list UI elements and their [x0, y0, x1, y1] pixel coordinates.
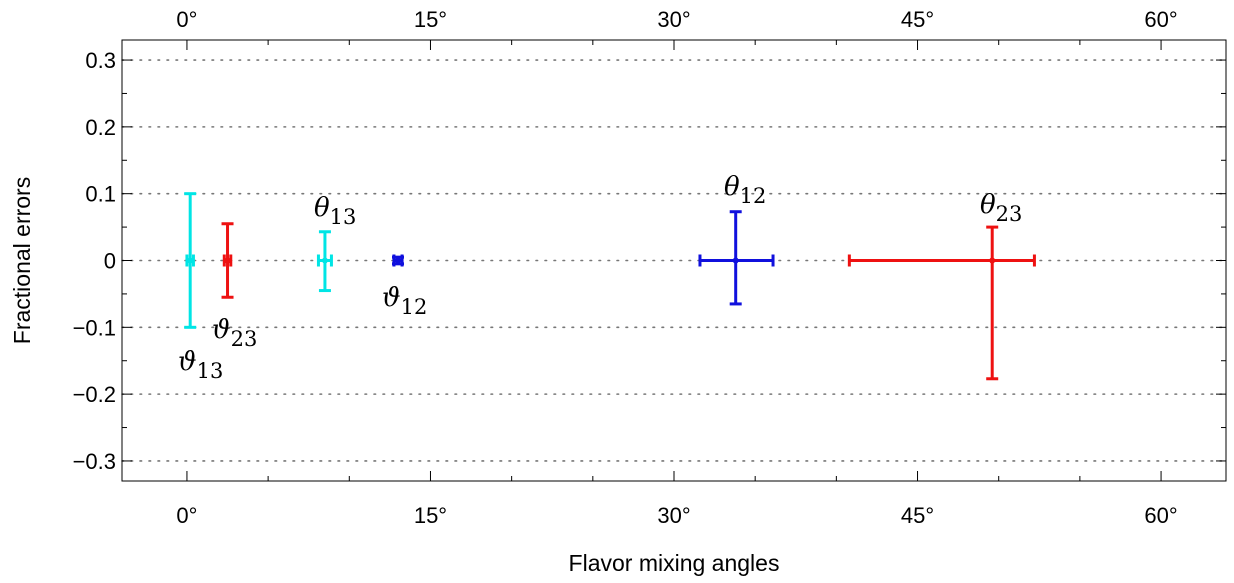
x-tick-label-top: 45°	[901, 7, 934, 32]
x-tick-label-bottom: 30°	[657, 503, 690, 528]
y-tick-label: 0.1	[85, 182, 116, 207]
y-axis-label: Fractional errors	[9, 177, 35, 344]
errorbar-theta12	[698, 210, 775, 306]
errorbar-theta23	[847, 225, 1036, 381]
data-point	[732, 257, 739, 264]
data-point	[321, 257, 328, 264]
x-tick-label-bottom: 45°	[901, 503, 934, 528]
y-tick-label: −0.1	[73, 315, 116, 340]
grid	[121, 59, 1227, 462]
ticks	[122, 40, 1226, 481]
x-tick-label-bottom: 0°	[176, 503, 197, 528]
data-point	[224, 257, 231, 264]
error-bars	[184, 192, 1036, 381]
y-tick-label: 0.2	[85, 115, 116, 140]
errorbar-theta13	[316, 230, 333, 293]
y-tick-label: −0.2	[73, 382, 116, 407]
y-tick-label: 0.3	[85, 48, 116, 73]
label-vartheta13: ϑ13	[178, 347, 223, 383]
data-point	[187, 257, 194, 264]
x-tick-label-bottom: 60°	[1144, 503, 1177, 528]
tick-labels: 0.3 0.2 0.1 0 −0.1 −0.2 −0.3 0° 0° 15° 15° 30° 30° 45…	[73, 7, 1178, 528]
x-tick-label-top: 30°	[657, 7, 690, 32]
x-tick-label-top: 60°	[1144, 7, 1177, 32]
label-theta12: θ12	[724, 172, 766, 208]
y-tick-label: −0.3	[73, 449, 116, 474]
label-theta13: θ13	[314, 193, 356, 229]
x-tick-label-bottom: 15°	[414, 503, 447, 528]
data-point	[395, 257, 401, 264]
x-tick-label-top: 15°	[414, 7, 447, 32]
label-vartheta12: ϑ12	[382, 283, 427, 319]
label-theta23: θ23	[980, 190, 1022, 226]
plot-frame	[121, 39, 1227, 482]
x-tick-label-top: 0°	[176, 7, 197, 32]
x-axis-label: Flavor mixing angles	[569, 550, 780, 576]
data-point	[989, 257, 996, 264]
errorbar-vartheta23	[221, 222, 234, 299]
errorbar-vartheta12	[392, 254, 404, 267]
errorbar-vartheta13	[184, 192, 197, 329]
y-tick-label: 0	[104, 249, 116, 274]
label-vartheta23: ϑ23	[212, 315, 257, 351]
